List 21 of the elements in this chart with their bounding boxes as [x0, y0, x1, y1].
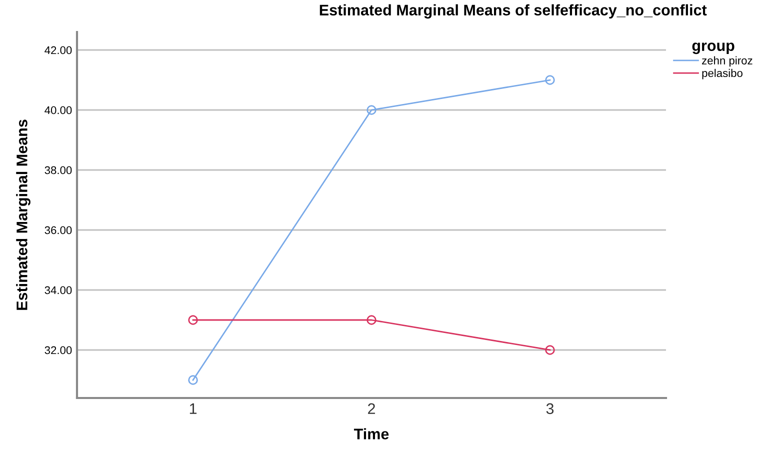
legend-label: pelasibo: [702, 68, 742, 80]
y-axis-title: Estimated Marginal Means: [16, 120, 30, 310]
x-tick-label: 3: [546, 403, 554, 414]
chart-title: Estimated Marginal Means of selfefficacy_no_conflict: [320, 4, 707, 19]
x-tick-label: 2: [368, 403, 375, 414]
point: [545, 345, 555, 355]
y-tick-label: 32.00: [44, 346, 72, 354]
y-tick-label: 38.00: [44, 166, 72, 174]
y-tick-label: 40.00: [44, 106, 72, 114]
legend-label: zehn piroz: [702, 56, 752, 67]
y-tick-label: 36.00: [44, 226, 72, 234]
point: [366, 105, 376, 115]
x-axis-title: Time: [354, 428, 389, 440]
point: [188, 375, 198, 385]
point: [366, 315, 376, 325]
legend-title: group: [692, 42, 734, 54]
y-tick-label: 42.00: [44, 46, 72, 54]
point: [188, 315, 198, 325]
point: [545, 75, 555, 85]
y-tick-label: 34.00: [44, 286, 72, 294]
x-tick-label: 1: [190, 403, 197, 414]
